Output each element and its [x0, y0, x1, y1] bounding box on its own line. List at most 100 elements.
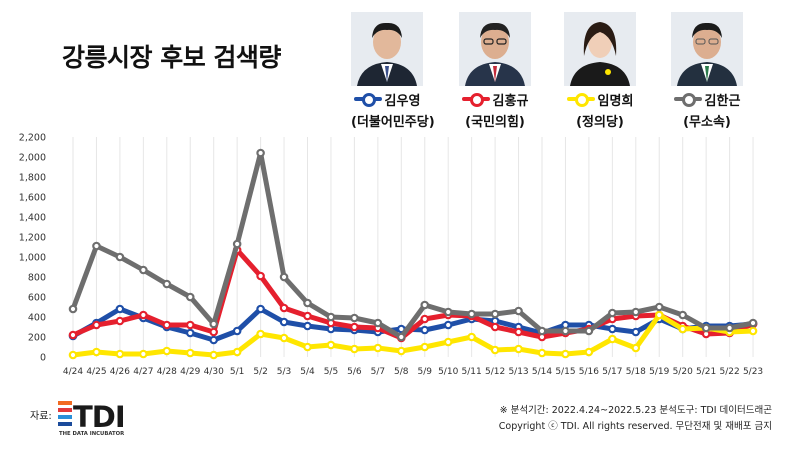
data-point — [232, 239, 242, 249]
data-point — [678, 324, 688, 334]
data-point — [139, 349, 148, 359]
data-point — [608, 308, 617, 318]
tdi-logo: TDI THE DATA INCUBATOR — [58, 400, 126, 437]
data-point — [490, 322, 500, 332]
data-point — [303, 342, 312, 352]
x-tick-label: 5/12 — [485, 367, 505, 377]
data-point — [139, 265, 148, 275]
candidate-party: (무소속) — [683, 115, 731, 130]
y-tick-label: 1,200 — [19, 233, 46, 244]
data-point — [68, 350, 78, 360]
legend-line-icon — [673, 92, 702, 107]
data-point — [279, 317, 289, 327]
x-tick-label: 4/30 — [204, 367, 224, 377]
candidate-photo — [459, 12, 531, 86]
data-point — [326, 340, 336, 350]
data-point — [373, 343, 383, 353]
candidate-photo — [351, 12, 423, 86]
data-point — [185, 328, 195, 338]
data-point — [185, 348, 195, 358]
y-tick-label: 200 — [28, 333, 46, 344]
data-point — [232, 326, 242, 336]
data-point — [373, 318, 383, 328]
data-point — [279, 333, 289, 343]
data-point — [209, 327, 219, 337]
data-point — [420, 300, 430, 310]
y-tick-label: 1,800 — [19, 173, 46, 184]
legend-line-icon — [461, 92, 490, 107]
candidate-name: 김홍규 — [492, 93, 529, 109]
data-point — [748, 326, 758, 336]
data-point — [209, 350, 219, 360]
data-point — [631, 307, 641, 317]
data-point — [537, 326, 547, 336]
x-tick-label: 5/15 — [555, 367, 575, 377]
x-tick-label: 4/26 — [110, 367, 130, 377]
analysis-period-note: ※ 분석기간: 2022.4.24~2022.5.23 분석도구: TDI 데이… — [499, 405, 772, 416]
data-point — [162, 320, 172, 330]
data-point — [725, 323, 734, 333]
x-tick-label: 4/25 — [86, 367, 106, 377]
data-point — [631, 343, 641, 353]
x-tick-label: 5/2 — [253, 367, 267, 377]
x-tick-label: 4/28 — [157, 367, 177, 377]
data-point — [678, 310, 688, 320]
series-김한근 — [68, 148, 758, 342]
candidate-party: (더불어민주당) — [351, 115, 435, 130]
data-point — [115, 304, 125, 314]
chart-title: 강릉시장 후보 검색량 — [62, 43, 281, 72]
x-tick-label: 5/22 — [719, 367, 739, 377]
data-point — [514, 306, 523, 316]
candidate-legend-item: 김우영 (더불어민주당) — [351, 12, 435, 130]
data-point — [420, 342, 430, 352]
x-tick-label: 5/7 — [371, 367, 385, 377]
data-point — [490, 345, 500, 355]
data-point — [420, 325, 430, 335]
data-point — [303, 311, 312, 321]
data-point — [326, 312, 336, 322]
data-point — [467, 309, 476, 319]
data-point — [115, 252, 125, 262]
data-point — [396, 346, 406, 356]
series-line — [70, 150, 756, 340]
candidate-legend-item: 김홍규 (국민의힘) — [459, 12, 531, 130]
data-point — [256, 329, 265, 339]
x-tick-label: 5/4 — [300, 367, 315, 377]
data-point — [561, 349, 570, 359]
copyright-note: Copyright ⓒ TDI. All rights reserved. 무단… — [498, 421, 772, 432]
y-tick-label: 600 — [28, 293, 46, 304]
candidate-photo — [671, 12, 743, 86]
data-point — [115, 316, 125, 326]
data-point — [92, 241, 101, 251]
x-tick-label: 5/11 — [462, 367, 482, 377]
data-point — [350, 344, 359, 354]
x-tick-label: 5/13 — [508, 367, 528, 377]
candidate-party: (정의당) — [576, 115, 624, 130]
data-point — [92, 320, 101, 330]
y-tick-label: 1,400 — [19, 213, 46, 224]
x-tick-label: 5/16 — [579, 367, 599, 377]
x-tick-label: 5/18 — [626, 367, 646, 377]
data-point — [537, 348, 547, 358]
x-tick-label: 5/19 — [649, 367, 669, 377]
y-tick-label: 1,000 — [19, 253, 46, 264]
data-point — [256, 148, 265, 158]
data-point — [701, 323, 711, 333]
data-point — [92, 347, 101, 357]
data-point — [68, 304, 78, 314]
x-tick-label: 5/17 — [602, 367, 622, 377]
x-tick-label: 5/1 — [230, 367, 244, 377]
legend-line-icon — [566, 92, 595, 107]
data-point — [139, 310, 148, 320]
x-tick-label: 5/14 — [532, 367, 552, 377]
candidate-name: 임명희 — [597, 93, 634, 109]
y-tick-label: 2,200 — [19, 133, 46, 144]
candidate-party: (국민의힘) — [465, 115, 525, 130]
candidate-legend-item: 김한근 (무소속) — [671, 12, 743, 130]
data-point — [584, 347, 594, 357]
y-tick-label: 2,000 — [19, 153, 46, 164]
data-point — [209, 335, 219, 345]
data-point — [350, 322, 359, 332]
data-point — [115, 349, 125, 359]
data-point — [608, 324, 617, 334]
